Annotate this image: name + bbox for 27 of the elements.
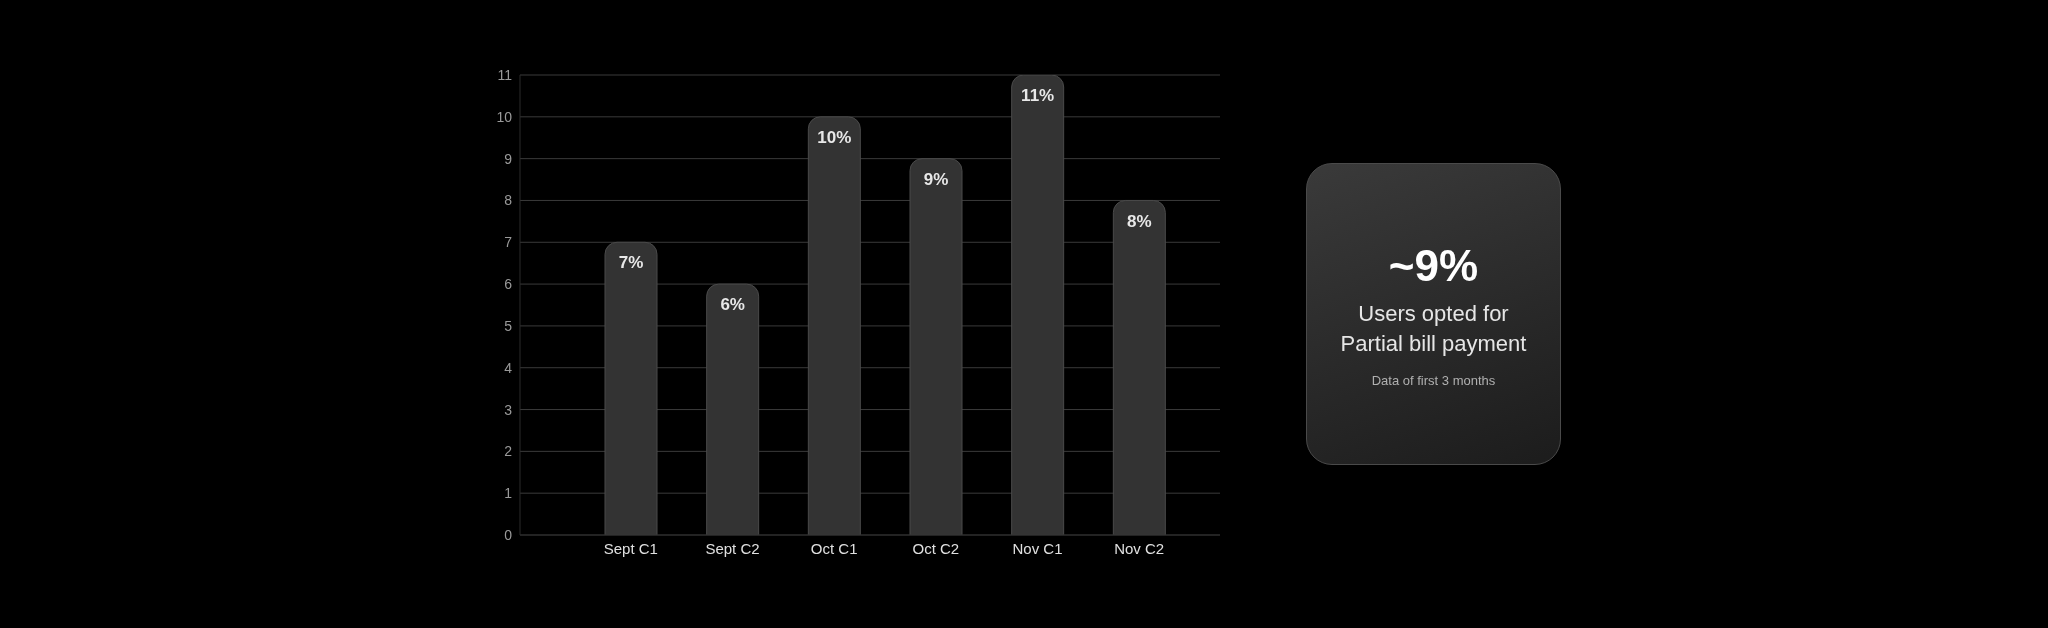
text: ~9% xyxy=(1388,240,1479,291)
data-label: 8% xyxy=(1127,211,1152,231)
y-tick-label: 5 xyxy=(504,317,513,334)
y-tick-label: 4 xyxy=(504,359,513,376)
x-tick-label: Sept C1 xyxy=(603,539,658,557)
text: Data of first 3 months xyxy=(1371,372,1496,388)
y-tick-label: 0 xyxy=(504,526,513,543)
x-tick-label: Oct C1 xyxy=(810,539,858,557)
data-label: 7% xyxy=(618,253,644,273)
y-tick-label: 11 xyxy=(497,66,513,83)
data-label: 9% xyxy=(923,169,949,189)
y-tick-label: 6 xyxy=(504,276,513,293)
data-label: 10% xyxy=(817,127,852,147)
y-tick-label: 10 xyxy=(496,108,513,125)
y-tick-label: 2 xyxy=(504,443,513,460)
x-tick-label: Oct C2 xyxy=(912,539,960,557)
y-tick-label: 9 xyxy=(504,150,513,167)
x-tick-label: Nov C1 xyxy=(1012,539,1063,557)
data-label: 6% xyxy=(720,295,745,315)
text: Users opted for Partial bill payment xyxy=(1339,299,1528,358)
y-tick-label: 8 xyxy=(504,192,513,209)
y-tick-label: 3 xyxy=(504,401,513,418)
x-tick-label: Nov C2 xyxy=(1114,539,1165,557)
data-label: 11% xyxy=(1021,86,1055,106)
y-tick-label: 1 xyxy=(504,485,513,502)
y-tick-label: 7 xyxy=(504,234,513,251)
x-tick-label: Sept C2 xyxy=(705,539,760,557)
